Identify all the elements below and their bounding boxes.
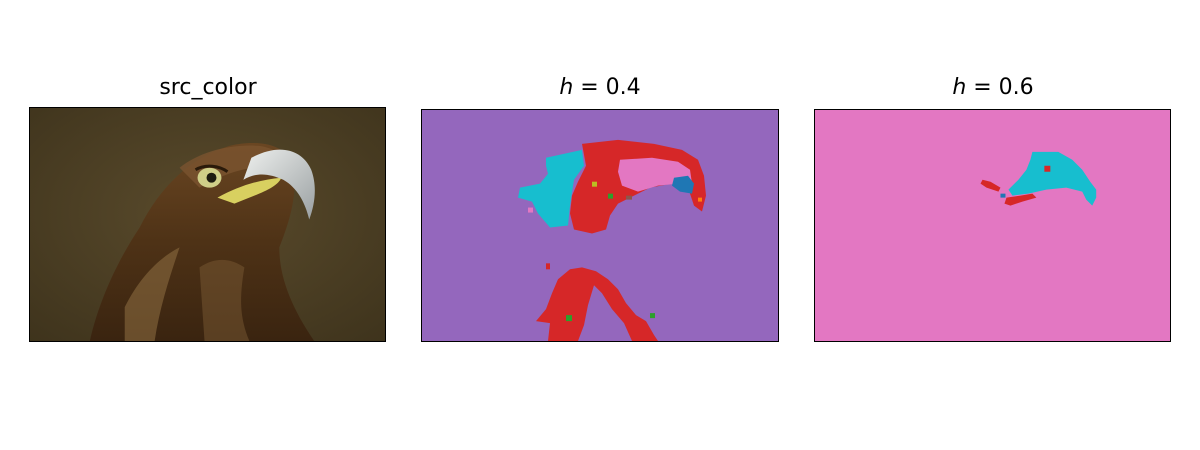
panel-title-h04-var: h: [559, 75, 574, 100]
eagle-photo: [30, 108, 385, 341]
panel-title-h06-rest: = 0.6: [966, 75, 1034, 100]
panel-title-src: src_color: [30, 74, 386, 102]
src-color-image: [29, 107, 386, 342]
panel-title-h06: h = 0.6: [815, 74, 1171, 102]
panel-title-h06-var: h: [952, 75, 967, 100]
segmentation-h06-image: [814, 109, 1171, 342]
segmentation-h04: [422, 110, 778, 341]
segmentation-h04-image: [421, 109, 779, 342]
panel-title-h04: h = 0.4: [422, 74, 778, 102]
segmentation-h06: [815, 110, 1170, 341]
panel-title-src-text: src_color: [159, 75, 257, 100]
panel-title-h04-rest: = 0.4: [573, 75, 641, 100]
